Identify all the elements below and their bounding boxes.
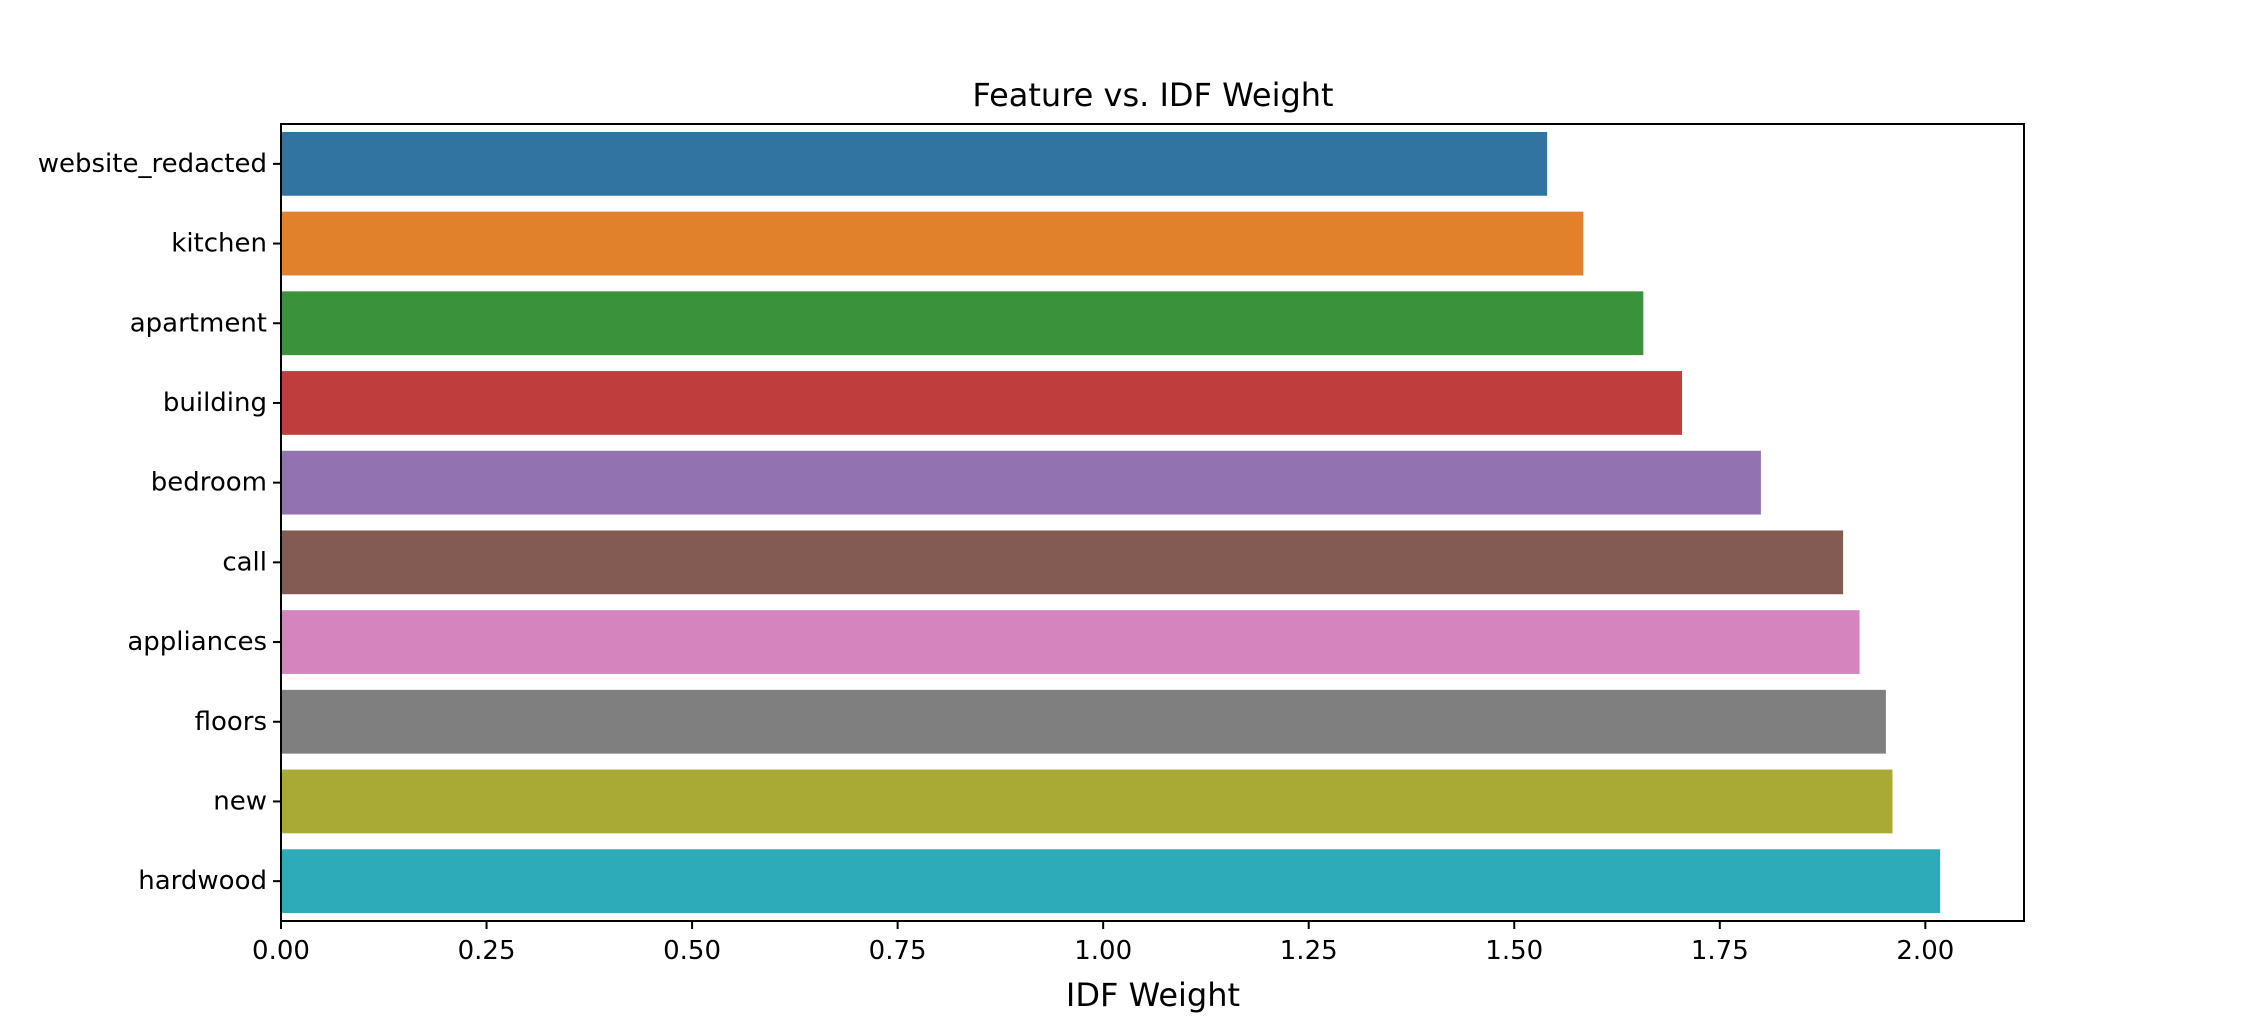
x-tick-label: 1.25	[1280, 936, 1338, 966]
bar-apartment	[281, 291, 1644, 356]
x-tick-label: 2.00	[1896, 936, 1954, 966]
plot-frame	[280, 123, 2025, 922]
x-axis-label: IDF Weight	[1066, 976, 1240, 1014]
y-tick-label: building	[163, 388, 267, 418]
y-tick-label: new	[213, 786, 267, 816]
x-tick-label: 1.00	[1074, 936, 1132, 966]
x-tick-label: 0.25	[458, 936, 516, 966]
y-tick-label: call	[222, 547, 267, 577]
y-tick-label: apartment	[130, 308, 267, 338]
y-tick-label: floors	[195, 707, 267, 737]
bar-website_redacted	[281, 131, 1548, 196]
chart-title: Feature vs. IDF Weight	[972, 76, 1333, 114]
y-tick-label: kitchen	[171, 229, 267, 259]
x-tick-label: 0.75	[869, 936, 927, 966]
bar-new	[281, 769, 1893, 834]
bar-kitchen	[281, 211, 1584, 276]
bar-bedroom	[281, 450, 1761, 515]
bars-group	[281, 131, 1941, 914]
bar-floors	[281, 689, 1886, 754]
x-tick-label: 1.50	[1485, 936, 1543, 966]
y-tick-label: website_redacted	[38, 149, 267, 179]
x-tick-label: 0.00	[252, 936, 310, 966]
y-tick-label: bedroom	[151, 468, 267, 498]
bar-appliances	[281, 610, 1860, 674]
x-tick-label: 1.75	[1691, 936, 1749, 966]
y-tick-label: appliances	[127, 627, 267, 657]
y-tick-label: hardwood	[138, 866, 267, 896]
bar-building	[281, 371, 1682, 435]
x-tick-label: 0.50	[663, 936, 721, 966]
x-axis-ticks: 0.00 0.25 0.50 0.75 1.00 1.25 1.50 1.75 2.00	[252, 921, 1954, 966]
bar-hardwood	[281, 849, 1941, 914]
bar-call	[281, 530, 1844, 595]
